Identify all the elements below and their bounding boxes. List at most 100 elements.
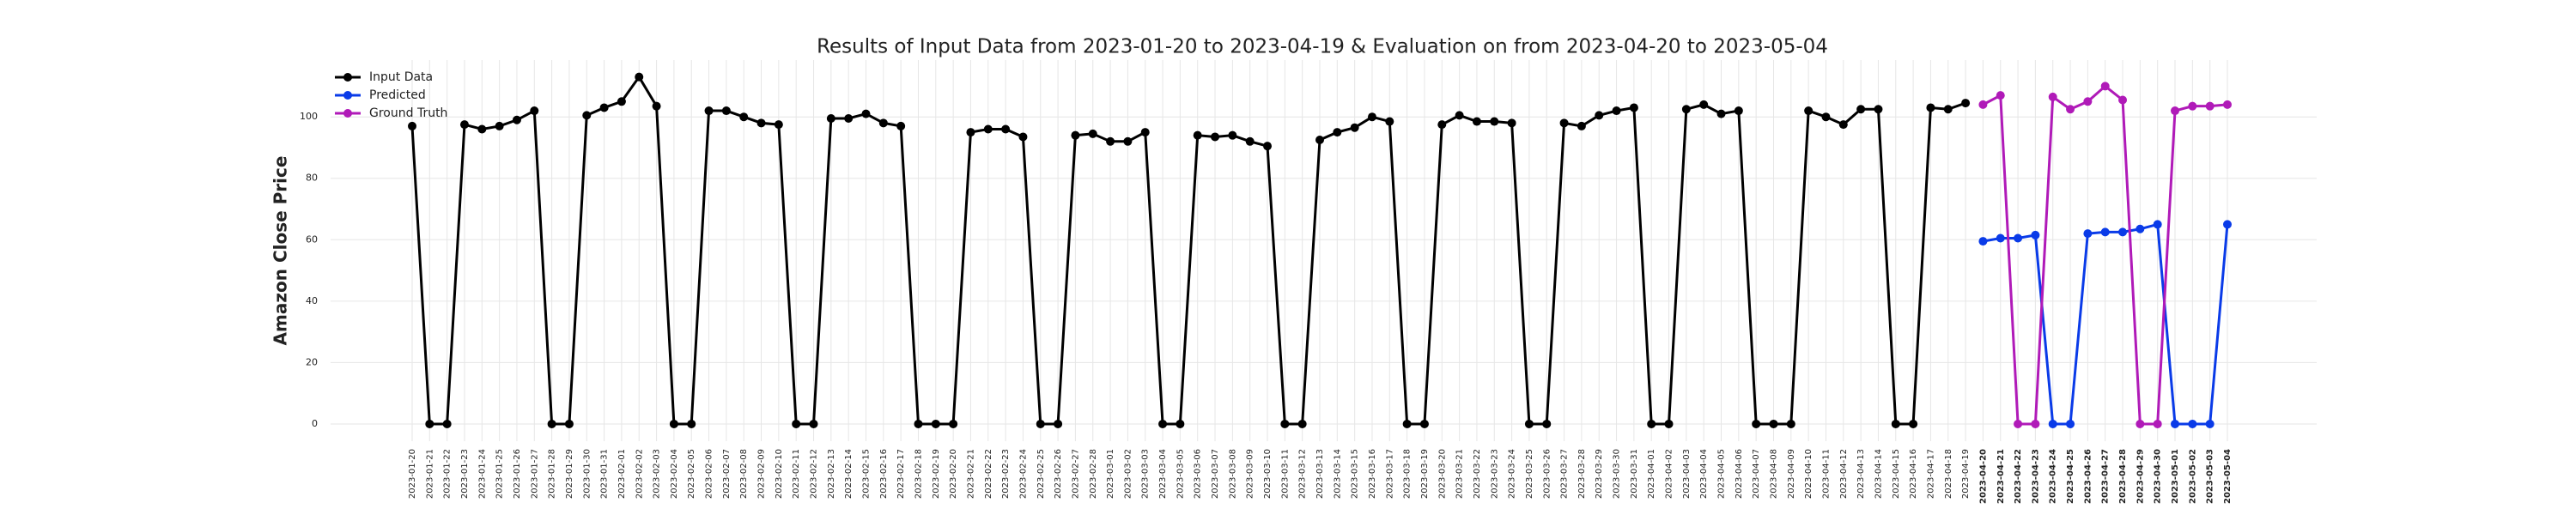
x-tick-label: 2023-03-17 <box>1385 449 1394 499</box>
x-tick-label: 2023-02-11 <box>792 449 801 499</box>
data-point <box>2031 419 2040 428</box>
data-point <box>1350 123 1359 132</box>
x-tick-label: 2023-03-15 <box>1351 449 1360 499</box>
x-tick-label: 2023-04-20 <box>1978 449 1988 504</box>
data-point <box>809 419 818 428</box>
x-tick-label: 2023-02-01 <box>617 449 627 499</box>
x-tick-label: 2023-02-28 <box>1089 449 1098 499</box>
x-tick-label: 2023-04-08 <box>1770 449 1779 499</box>
data-point <box>1996 233 2005 243</box>
x-tick-label: 2023-02-16 <box>879 449 889 499</box>
x-tick-label: 2023-02-10 <box>775 449 784 499</box>
x-tick-label: 2023-03-24 <box>1508 449 1517 499</box>
x-tick-label: 2023-01-25 <box>495 449 505 499</box>
x-tick-label: 2023-02-03 <box>653 449 662 499</box>
data-point <box>949 419 958 428</box>
data-point <box>425 419 434 428</box>
data-point <box>1176 419 1185 428</box>
x-tick-label: 2023-03-09 <box>1246 449 1255 499</box>
x-tick-label: 2023-03-21 <box>1455 449 1465 499</box>
data-point <box>582 111 592 120</box>
data-point <box>1926 103 1935 112</box>
x-tick-label: 2023-02-04 <box>670 449 679 499</box>
data-point <box>635 72 644 82</box>
data-point <box>914 419 923 428</box>
data-point <box>1245 136 1255 146</box>
data-point <box>1071 130 1080 140</box>
y-axis-label: Amazon Close Price <box>270 156 291 346</box>
data-point <box>2136 419 2145 428</box>
data-point <box>1559 118 1569 128</box>
data-point <box>1577 121 1586 130</box>
x-tick-label: 2023-05-01 <box>2171 449 2180 504</box>
data-point <box>1333 128 1342 137</box>
data-point <box>2014 419 2023 428</box>
x-tick-label: 2023-02-27 <box>1071 449 1080 499</box>
data-point <box>1978 100 1988 109</box>
x-tick-label: 2023-02-15 <box>862 449 872 499</box>
x-tick-label: 2023-03-11 <box>1280 449 1290 499</box>
x-tick-label: 2023-04-15 <box>1892 449 1901 499</box>
data-point <box>1088 129 1097 138</box>
x-tick-label: 2023-04-16 <box>1909 449 1918 499</box>
data-point <box>896 121 906 130</box>
data-point <box>704 106 714 116</box>
data-point <box>1699 100 1709 109</box>
x-tick-label: 2023-02-22 <box>984 449 993 499</box>
data-point <box>1752 419 1761 428</box>
x-tick-label: 2023-02-21 <box>966 449 975 499</box>
data-point <box>983 124 993 134</box>
data-point <box>1297 419 1307 428</box>
data-point <box>2136 224 2145 233</box>
data-point <box>599 103 609 112</box>
x-tick-label: 2023-02-05 <box>687 449 696 499</box>
x-tick-label: 2023-03-19 <box>1420 449 1430 499</box>
data-point <box>966 128 975 137</box>
data-point <box>2066 105 2075 114</box>
x-tick-label: 2023-04-19 <box>1961 449 1971 499</box>
data-point <box>1961 99 1971 108</box>
y-tick-label: 80 <box>306 173 318 184</box>
data-point <box>547 419 556 428</box>
x-tick-label: 2023-04-18 <box>1944 449 1953 499</box>
x-tick-label: 2023-02-02 <box>635 449 644 499</box>
x-tick-label: 2023-02-12 <box>810 449 819 499</box>
x-tick-label: 2023-02-24 <box>1018 449 1028 499</box>
x-tick-label: 2023-04-21 <box>1996 449 2006 504</box>
data-point <box>1315 136 1324 145</box>
x-tick-label: 2023-04-07 <box>1752 449 1761 499</box>
data-point <box>844 113 854 123</box>
data-point <box>1385 117 1394 126</box>
x-tick-label: 2023-05-03 <box>2206 449 2215 504</box>
x-tick-label: 2023-03-14 <box>1333 449 1342 499</box>
x-tick-label: 2023-02-07 <box>722 449 732 499</box>
x-tick-label: 2023-04-25 <box>2066 449 2075 504</box>
data-point <box>495 121 504 130</box>
x-tick-label: 2023-03-25 <box>1525 449 1534 499</box>
data-point <box>2188 101 2197 111</box>
data-point <box>1909 419 1918 428</box>
data-point <box>1490 117 1499 126</box>
x-tick-label: 2023-04-10 <box>1804 449 1814 499</box>
data-point <box>2205 419 2215 428</box>
x-tick-label: 2023-02-19 <box>932 449 941 499</box>
data-point <box>512 115 521 124</box>
data-point <box>2066 419 2075 428</box>
y-tick-label: 0 <box>312 418 318 429</box>
x-tick-label: 2023-03-23 <box>1490 449 1499 499</box>
data-point <box>1874 105 1883 114</box>
x-tick-label: 2023-02-14 <box>844 449 854 499</box>
data-point <box>1996 91 2005 100</box>
x-tick-label: 2023-03-10 <box>1263 449 1273 499</box>
x-tick-label: 2023-03-16 <box>1368 449 1377 499</box>
data-point <box>442 419 452 428</box>
x-tick-label: 2023-02-17 <box>896 449 906 499</box>
x-tick-label: 2023-03-29 <box>1595 449 1604 499</box>
y-tick-label: 20 <box>306 356 318 367</box>
x-tick-label: 2023-03-27 <box>1560 449 1570 499</box>
data-point <box>2205 101 2215 111</box>
x-tick-label: 2023-02-08 <box>739 449 749 499</box>
data-point <box>1280 419 1290 428</box>
data-point <box>617 97 626 106</box>
x-tick-label: 2023-03-03 <box>1141 449 1151 499</box>
